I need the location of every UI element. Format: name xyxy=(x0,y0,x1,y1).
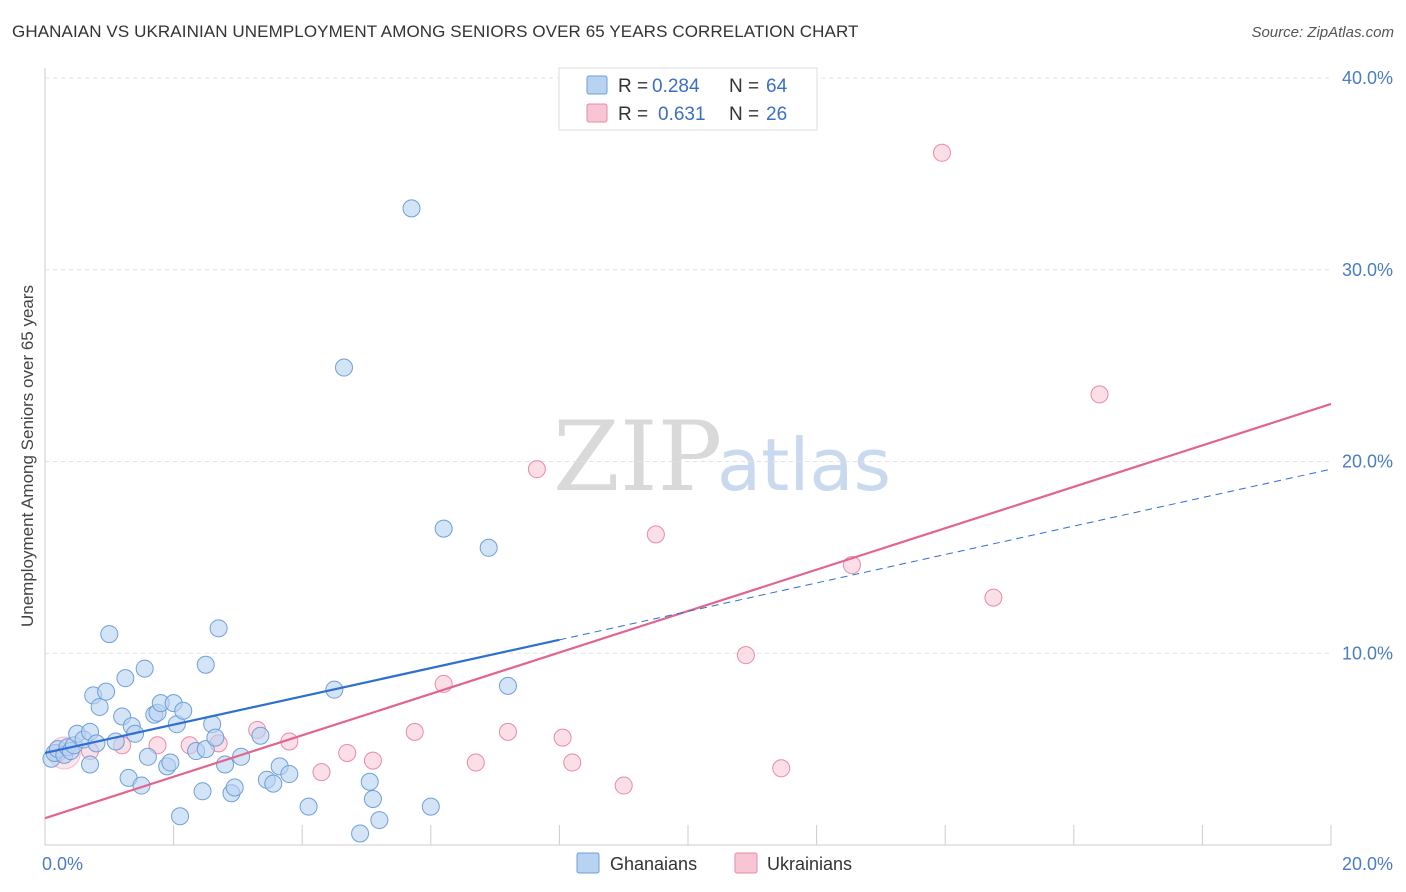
ghanaians-point-35 xyxy=(193,782,212,801)
ghanaians-point-15 xyxy=(100,625,119,644)
ukrainians-point-13 xyxy=(466,753,485,772)
ghanaians-point-54 xyxy=(360,772,379,791)
ghanaians-trend-line xyxy=(44,638,560,755)
ghanaians-point-40 xyxy=(209,619,228,638)
legend-r-label-ukrainians: R = xyxy=(618,104,648,125)
ukrainians-point-25 xyxy=(1090,385,1109,404)
ghanaians-point-57 xyxy=(402,199,421,218)
ghanaians-point-45 xyxy=(251,726,270,745)
ukrainians-point-10 xyxy=(363,751,382,770)
ghanaians-point-33 xyxy=(174,701,193,720)
ghanaians-point-58 xyxy=(421,797,440,816)
ukrainians-point-15 xyxy=(527,460,546,479)
ghanaians-point-39 xyxy=(206,728,225,747)
ghanaians-point-47 xyxy=(264,774,283,793)
x-tick-label-0: 0.0% xyxy=(42,854,83,874)
ghanaians-point-61 xyxy=(498,676,517,695)
ghanaians-point-52 xyxy=(334,358,353,377)
bottom-legend: Ghanaians Ukrainians xyxy=(576,852,852,874)
y-tick-labels: 10.0% 20.0% 30.0% 40.0% xyxy=(1342,68,1393,663)
ghanaians-point-43 xyxy=(225,778,244,797)
watermark: ZIP atlas xyxy=(553,401,891,513)
gridlines xyxy=(45,77,1331,654)
x-tick-labels: 0.0% 20.0% xyxy=(42,854,1393,874)
bottom-legend-label-ukrainians: Ukrainians xyxy=(767,854,852,874)
ghanaians-point-50 xyxy=(299,797,318,816)
ukrainians-point-21 xyxy=(772,759,791,778)
ukrainians-point-18 xyxy=(614,776,633,795)
legend-r-label-ghanaians: R = xyxy=(618,76,648,97)
ukrainians-trend-line xyxy=(44,402,1332,820)
ghanaians-point-55 xyxy=(363,789,382,808)
ukrainians-point-16 xyxy=(553,728,572,747)
ukrainians-point-20 xyxy=(736,646,755,665)
legend-n-value-ukrainians: 26 xyxy=(766,104,787,125)
ghanaians-point-14 xyxy=(97,682,116,701)
ghanaians-point-32 xyxy=(171,807,190,826)
x-tick-label-1: 20.0% xyxy=(1342,854,1393,874)
ukrainians-point-24 xyxy=(984,588,1003,607)
y-axis-label: Unemployment Among Seniors over 65 years xyxy=(18,285,37,627)
legend: R = 0.284 N = 64 R = 0.631 N = 26 xyxy=(558,67,818,131)
ghanaians-point-60 xyxy=(479,538,498,557)
watermark-zip: ZIP xyxy=(553,401,722,513)
legend-n-value-ghanaians: 64 xyxy=(766,76,788,97)
ukrainians-point-22 xyxy=(842,556,861,575)
bottom-legend-swatch-ukrainians xyxy=(734,852,758,874)
legend-swatch-ghanaians xyxy=(586,75,608,95)
ghanaians-point-37 xyxy=(196,655,215,674)
ukrainians-point-9 xyxy=(338,743,357,762)
ghanaians-point-18 xyxy=(116,669,135,688)
source-credit: Source: ZipAtlas.com xyxy=(1251,24,1394,41)
ghanaians-point-56 xyxy=(370,811,389,830)
ghanaians-point-10 xyxy=(81,755,100,774)
trend-lines xyxy=(44,402,1332,820)
ghanaians-point-13 xyxy=(90,697,109,716)
ukrainians-point-8 xyxy=(312,763,331,782)
legend-n-label-ukrainians: N = xyxy=(729,104,759,125)
ghanaians-point-49 xyxy=(280,765,299,784)
ghanaians-point-59 xyxy=(434,519,453,538)
ukrainians-point-17 xyxy=(563,753,582,772)
legend-r-value-ghanaians: 0.284 xyxy=(652,76,700,97)
ghanaians-point-24 xyxy=(138,747,157,766)
ukrainians-point-3 xyxy=(148,736,167,755)
ghanaians-point-36 xyxy=(196,740,215,759)
y-tick-label-2: 30.0% xyxy=(1342,260,1393,280)
legend-swatch-ukrainians xyxy=(586,103,608,123)
bottom-legend-swatch-ghanaians xyxy=(576,852,600,874)
legend-r-value-ukrainians: 0.631 xyxy=(658,104,706,125)
y-tick-label-1: 20.0% xyxy=(1342,452,1393,472)
ghanaians-point-23 xyxy=(135,659,154,678)
ukrainians-point-11 xyxy=(405,722,424,741)
y-tick-label-0: 10.0% xyxy=(1342,643,1393,663)
ukrainians-point-14 xyxy=(498,722,517,741)
ukrainians-point-23 xyxy=(932,143,951,162)
bottom-legend-label-ghanaians: Ghanaians xyxy=(610,854,697,874)
ghanaians-point-53 xyxy=(351,824,370,843)
ukrainians-point-19 xyxy=(646,525,665,544)
axes xyxy=(44,68,1332,846)
ghanaians-points xyxy=(42,199,517,843)
ghanaians-point-22 xyxy=(132,776,151,795)
legend-n-label-ghanaians: N = xyxy=(729,76,759,97)
watermark-atlas: atlas xyxy=(717,423,891,507)
ghanaians-point-41 xyxy=(216,755,235,774)
ghanaians-point-29 xyxy=(161,753,180,772)
chart-title: GHANAIAN VS UKRAINIAN UNEMPLOYMENT AMONG… xyxy=(12,22,859,41)
y-tick-label-3: 40.0% xyxy=(1342,68,1393,88)
